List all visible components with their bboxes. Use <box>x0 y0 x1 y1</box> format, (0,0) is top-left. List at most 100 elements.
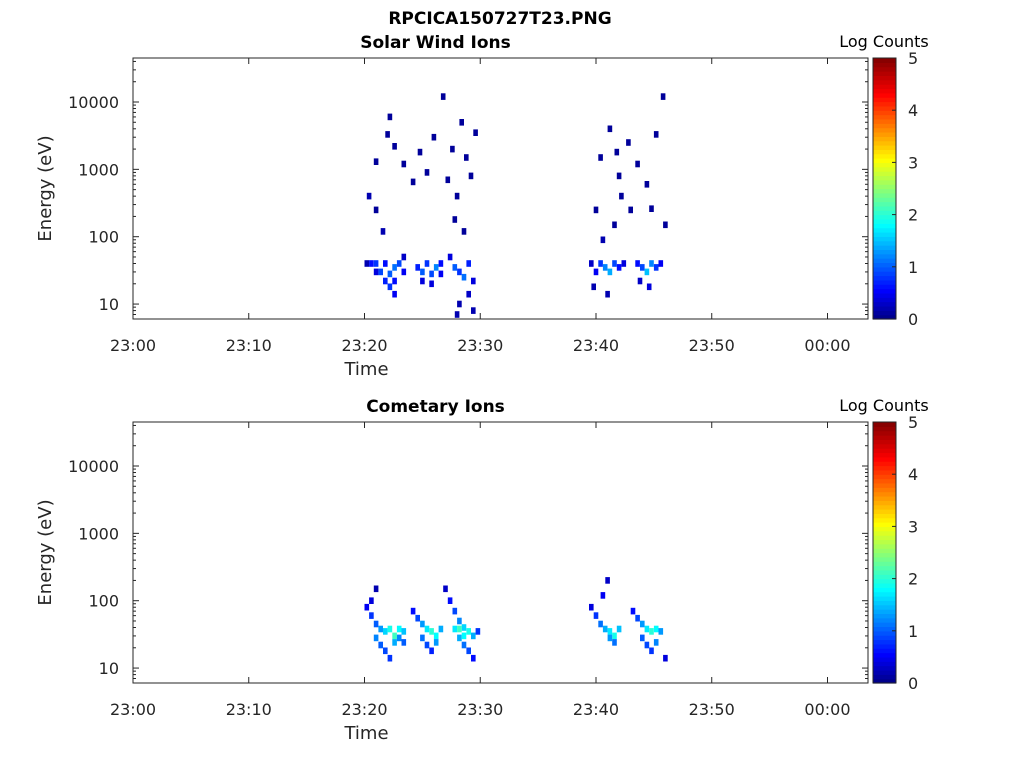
y-tick-label: 1000 <box>78 524 119 543</box>
data-cell <box>602 625 608 633</box>
colorbar-segment <box>873 301 896 307</box>
colorbar-segment <box>873 175 896 181</box>
y-tick-label: 100 <box>88 228 119 247</box>
colorbar-segment <box>873 439 896 445</box>
y-tick-label: 1000 <box>78 160 119 179</box>
data-cell <box>369 597 374 604</box>
colorbar-segment <box>873 162 896 168</box>
data-cell <box>653 625 659 633</box>
colorbar-segment <box>873 110 896 116</box>
colorbar-segment <box>873 145 896 150</box>
colorbar-segment <box>873 84 896 90</box>
data-cell <box>471 277 476 285</box>
colorbar-segment <box>873 478 896 484</box>
data-cell <box>616 625 622 633</box>
colorbar-segment <box>873 582 896 588</box>
colorbar-segment <box>873 539 896 545</box>
colorbar-segment <box>873 622 896 628</box>
x-tick-label: 23:50 <box>689 700 735 719</box>
data-cell <box>466 260 471 267</box>
x-tick-label: 23:50 <box>689 336 735 355</box>
colorbar-segment <box>873 504 896 510</box>
data-cell <box>383 628 388 635</box>
colorbar-segment <box>873 509 896 514</box>
data-cell <box>621 260 627 267</box>
data-cell <box>653 131 659 138</box>
colorbar-segment <box>873 669 896 675</box>
colorbar-segment <box>873 652 896 658</box>
colorbar-segment <box>873 223 896 229</box>
data-cell <box>635 160 640 168</box>
plot-area <box>133 58 868 319</box>
colorbar-segment <box>873 435 896 440</box>
colorbar-segment <box>873 461 896 467</box>
data-cell <box>644 268 650 276</box>
colorbar-segment <box>873 491 896 497</box>
colorbar-segment <box>873 66 896 72</box>
data-cell <box>605 290 610 298</box>
data-cell <box>653 639 659 646</box>
colorbar-segment <box>873 648 896 654</box>
colorbar-segment <box>873 149 896 155</box>
colorbar-segment <box>873 79 896 85</box>
y-tick-label: 10 <box>99 295 119 314</box>
data-cell <box>447 253 453 261</box>
data-cell <box>433 264 439 271</box>
data-cell <box>366 192 372 200</box>
y-tick-label: 10000 <box>68 457 119 476</box>
data-cell <box>440 93 446 100</box>
data-cell <box>644 625 650 633</box>
colorbar-segment <box>873 288 896 294</box>
colorbar-segment <box>873 101 896 107</box>
y-tick-label: 10 <box>99 659 119 678</box>
colorbar-segment <box>873 245 896 250</box>
colorbar-segment <box>873 71 896 76</box>
data-cell <box>593 612 599 619</box>
colorbar-segment <box>873 158 896 163</box>
colorbar-segment <box>873 232 896 237</box>
colorbar-segment <box>873 118 896 124</box>
data-cell <box>454 311 460 318</box>
colorbar-segment <box>873 284 896 290</box>
data-cell <box>401 160 407 168</box>
data-cell <box>387 283 393 291</box>
x-tick-label: 00:00 <box>804 700 850 719</box>
colorbar-segment <box>873 487 896 493</box>
data-cell <box>424 260 430 267</box>
data-cell <box>443 585 448 593</box>
data-cell <box>649 260 654 267</box>
colorbar-segment <box>873 548 896 554</box>
data-cell <box>628 206 633 214</box>
data-cell <box>447 597 453 604</box>
colorbar-segment <box>873 569 896 575</box>
colorbar-segment <box>873 275 896 281</box>
colorbar-segment <box>873 635 896 641</box>
data-cell <box>607 628 613 635</box>
data-cell <box>420 277 425 285</box>
colorbar-segment <box>873 678 896 684</box>
data-cell <box>607 268 613 276</box>
data-cell <box>471 632 476 640</box>
data-cell <box>640 620 645 628</box>
colorbar-segment <box>873 123 896 129</box>
data-cell <box>649 647 654 655</box>
colorbar-segment <box>873 530 896 536</box>
colorbar-segment <box>873 600 896 606</box>
colorbar-segment <box>873 617 896 623</box>
colorbar-segment <box>873 513 896 519</box>
data-cell <box>438 260 444 267</box>
colorbar-segment <box>873 214 896 220</box>
data-cell <box>658 628 664 635</box>
data-cell <box>438 625 444 633</box>
data-cell <box>452 607 458 615</box>
data-cell <box>383 260 388 267</box>
colorbar-segment <box>873 674 896 680</box>
colorbar-segment <box>873 253 896 259</box>
colorbar-segment <box>873 153 896 159</box>
colorbar-tick-label: 5 <box>908 413 918 432</box>
colorbar-segment <box>873 430 896 436</box>
colorbar-segment <box>873 665 896 671</box>
data-cell <box>644 641 650 649</box>
data-cell <box>373 158 379 165</box>
